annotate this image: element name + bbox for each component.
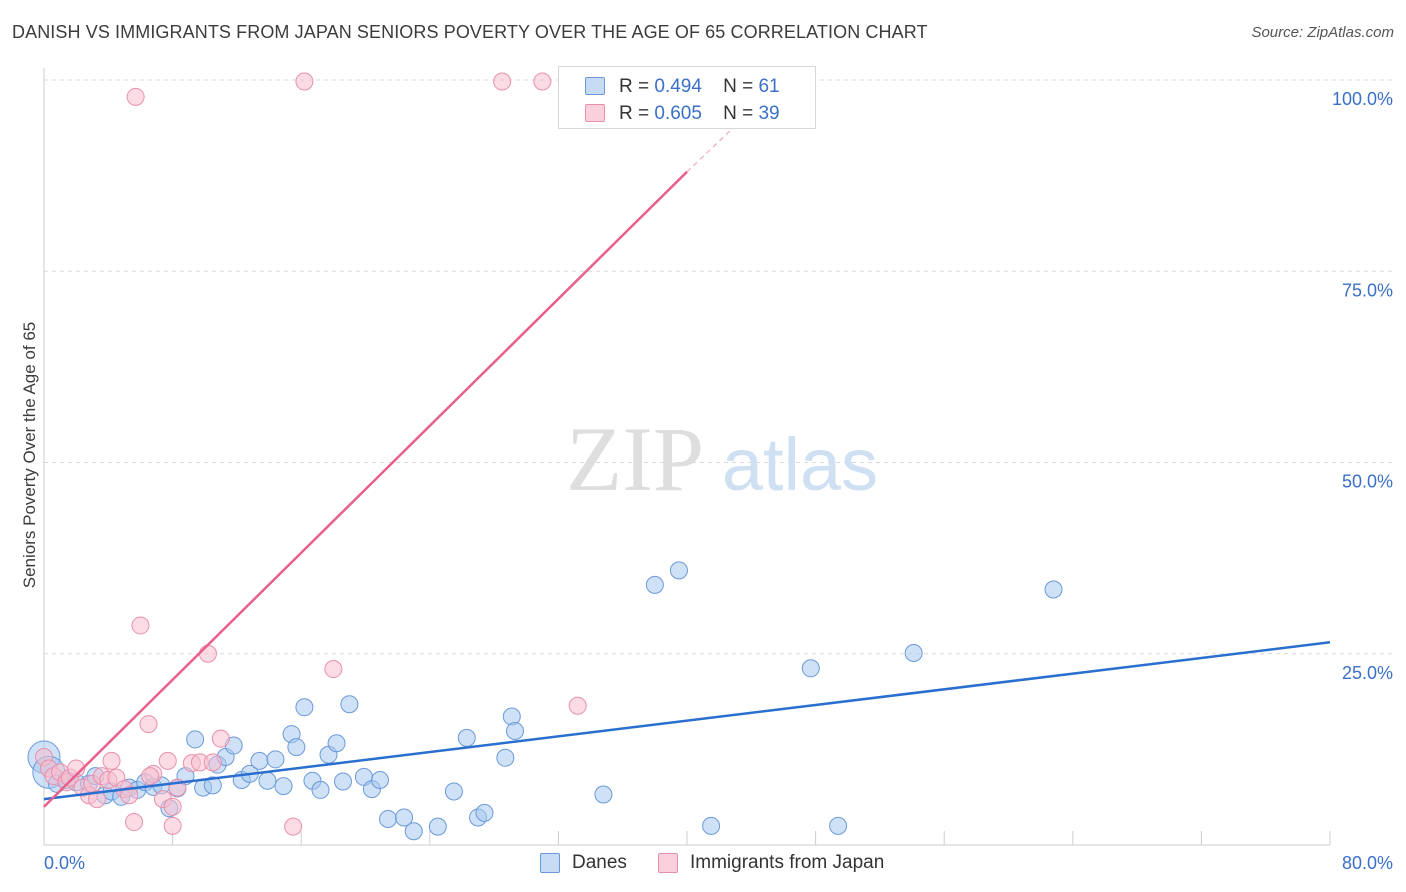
legend-r-value-japan: 0.605 (654, 103, 702, 124)
point-danes-41 (370, 770, 389, 789)
point-japan-29 (203, 753, 222, 772)
point-japan-24 (163, 797, 182, 816)
series-japan (35, 72, 587, 836)
trendline-japan (43, 170, 688, 808)
point-danes-56 (702, 816, 721, 835)
point-danes-45 (428, 817, 447, 836)
point-japan-37 (126, 87, 145, 106)
point-japan-34 (493, 72, 512, 91)
point-danes-47 (457, 728, 476, 747)
point-danes-49 (475, 803, 494, 822)
source-label: Source: ZipAtlas.com (1251, 24, 1394, 41)
point-danes-28 (266, 750, 285, 769)
point-japan-19 (139, 715, 158, 734)
point-danes-59 (904, 643, 923, 662)
point-japan-32 (295, 72, 314, 91)
point-danes-26 (250, 751, 269, 770)
point-danes-37 (333, 772, 352, 791)
legend-r-label: R = (619, 76, 650, 97)
watermark-atlas: atlas (722, 423, 878, 506)
chart-title: DANISH VS IMMIGRANTS FROM JAPAN SENIORS … (12, 22, 928, 42)
point-danes-50 (496, 748, 515, 767)
point-japan-38 (141, 767, 160, 786)
legend: R = 0.494 N = 61 R = 0.605 N = 39 (558, 66, 816, 129)
gridlines (44, 79, 1395, 655)
point-danes-54 (645, 575, 664, 594)
bottom-legend-label-japan: Immigrants from Japan (690, 852, 885, 873)
point-danes-60 (1044, 580, 1063, 599)
point-danes-44 (404, 822, 423, 841)
legend-swatch-japan (585, 104, 605, 122)
watermark: ZIP atlas (566, 408, 878, 510)
point-danes-51 (502, 707, 521, 726)
legend-n-label: N = (723, 103, 754, 124)
point-danes-31 (287, 738, 306, 757)
point-danes-57 (801, 659, 820, 678)
point-danes-32 (295, 698, 314, 717)
point-japan-18 (131, 616, 150, 635)
point-danes-20 (203, 776, 222, 795)
point-danes-46 (444, 782, 463, 801)
trendline-danes (43, 641, 1331, 801)
point-japan-13 (102, 751, 121, 770)
point-danes-18 (186, 730, 205, 749)
legend-r-label: R = (619, 103, 650, 124)
tick-labels: 25.0% 50.0% 75.0% 100.0% 0.0% 80.0% (44, 89, 1393, 873)
point-japan-33 (324, 660, 343, 679)
point-japan-35 (533, 72, 552, 91)
point-danes-27 (258, 771, 277, 790)
watermark-zip: ZIP (566, 408, 704, 510)
point-japan-23 (163, 816, 182, 835)
x-tick-label-0: 0.0% (44, 853, 85, 873)
series-danes (27, 561, 1063, 841)
point-danes-38 (340, 695, 359, 714)
y-tick-label-3: 100.0% (1332, 89, 1393, 109)
bottom-legend-swatch-danes (540, 853, 560, 873)
legend-n-value-danes: 61 (758, 76, 780, 97)
point-danes-34 (311, 780, 330, 799)
point-japan-16 (120, 786, 139, 805)
point-danes-42 (379, 809, 398, 828)
y-tick-label-1: 50.0% (1342, 472, 1393, 492)
point-danes-29 (274, 777, 293, 796)
point-japan-30 (211, 729, 230, 748)
point-danes-43 (395, 808, 414, 827)
point-danes-36 (327, 734, 346, 753)
bottom-legend-label-danes: Danes (572, 852, 627, 873)
point-japan-22 (158, 751, 177, 770)
y-tick-label-2: 75.0% (1342, 280, 1393, 300)
point-danes-55 (669, 561, 688, 580)
legend-r-value-danes: 0.494 (654, 76, 702, 97)
legend-swatch-danes (585, 77, 605, 95)
point-danes-58 (829, 816, 848, 835)
bottom-legend-swatch-japan (658, 853, 678, 873)
x-tick-label-1: 80.0% (1342, 853, 1393, 873)
point-danes-52 (505, 722, 524, 741)
legend-n-label: N = (723, 76, 754, 97)
y-tick-label-0: 25.0% (1342, 663, 1393, 683)
y-axis-title: Seniors Poverty Over the Age of 65 (20, 321, 39, 589)
point-japan-36 (568, 696, 587, 715)
point-japan-10 (88, 790, 107, 809)
axes (43, 68, 1331, 846)
legend-n-value-japan: 39 (758, 103, 780, 124)
point-japan-28 (198, 644, 217, 663)
point-japan-6 (67, 759, 86, 778)
point-japan-31 (284, 817, 303, 836)
bottom-legend: Danes Immigrants from Japan (0, 852, 1406, 876)
point-danes-53 (594, 785, 613, 804)
point-japan-17 (125, 813, 144, 832)
